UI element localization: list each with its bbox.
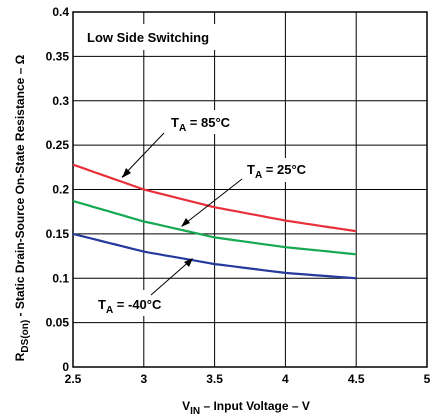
series-label-neg40c: TA = -40°C (98, 297, 162, 316)
y-tick-labels: 0 0.05 0.1 0.15 0.2 0.25 0.3 0.35 0.4 (46, 5, 70, 374)
series-line-0 (72, 163, 357, 233)
label-box-25c (236, 158, 324, 182)
label-box-neg40c (96, 290, 182, 316)
series-line-2 (72, 232, 357, 280)
label-box-85c (160, 110, 244, 134)
y-tick-label: 0.1 (52, 271, 69, 285)
chart-title: Low Side Switching (87, 30, 209, 45)
y-tick-label: 0.25 (46, 138, 70, 152)
series-lines (72, 163, 357, 280)
series-label-85c: TA = 85°C (171, 115, 231, 134)
y-tick-label: 0.15 (46, 227, 70, 241)
title-box (81, 24, 233, 50)
x-tick-label: 3 (140, 372, 147, 386)
arrow-25c (181, 178, 243, 227)
x-tick-label: 3.5 (206, 372, 223, 386)
series-line-1 (72, 199, 357, 256)
x-tick-label: 4 (282, 372, 289, 386)
arrow-85c (121, 132, 165, 178)
y-axis-title: RDS(on) - Static Drain-Source On-State R… (13, 54, 31, 361)
x-axis-title: VIN – Input Voltage – V (182, 399, 310, 416)
arrowhead-85c (122, 168, 131, 178)
x-tick-label: 2.5 (65, 372, 82, 386)
series-label-25c: TA = 25°C (247, 162, 307, 181)
y-tick-label: 0.2 (52, 183, 69, 197)
y-tick-label: 0.3 (52, 94, 69, 108)
x-tick-labels: 2.5 3 3.5 4 4.5 5 (65, 372, 431, 386)
arrowhead-neg40c (184, 258, 193, 267)
y-tick-label: 0.35 (46, 49, 70, 63)
y-tick-label: 0.05 (46, 316, 70, 330)
y-tick-label: 0.4 (52, 5, 69, 19)
x-tick-label: 5 (424, 372, 431, 386)
arrow-neg40c (150, 258, 193, 296)
y-tick-label: 0 (62, 360, 69, 374)
x-tick-label: 4.5 (348, 372, 365, 386)
arrowhead-25c (181, 218, 190, 227)
